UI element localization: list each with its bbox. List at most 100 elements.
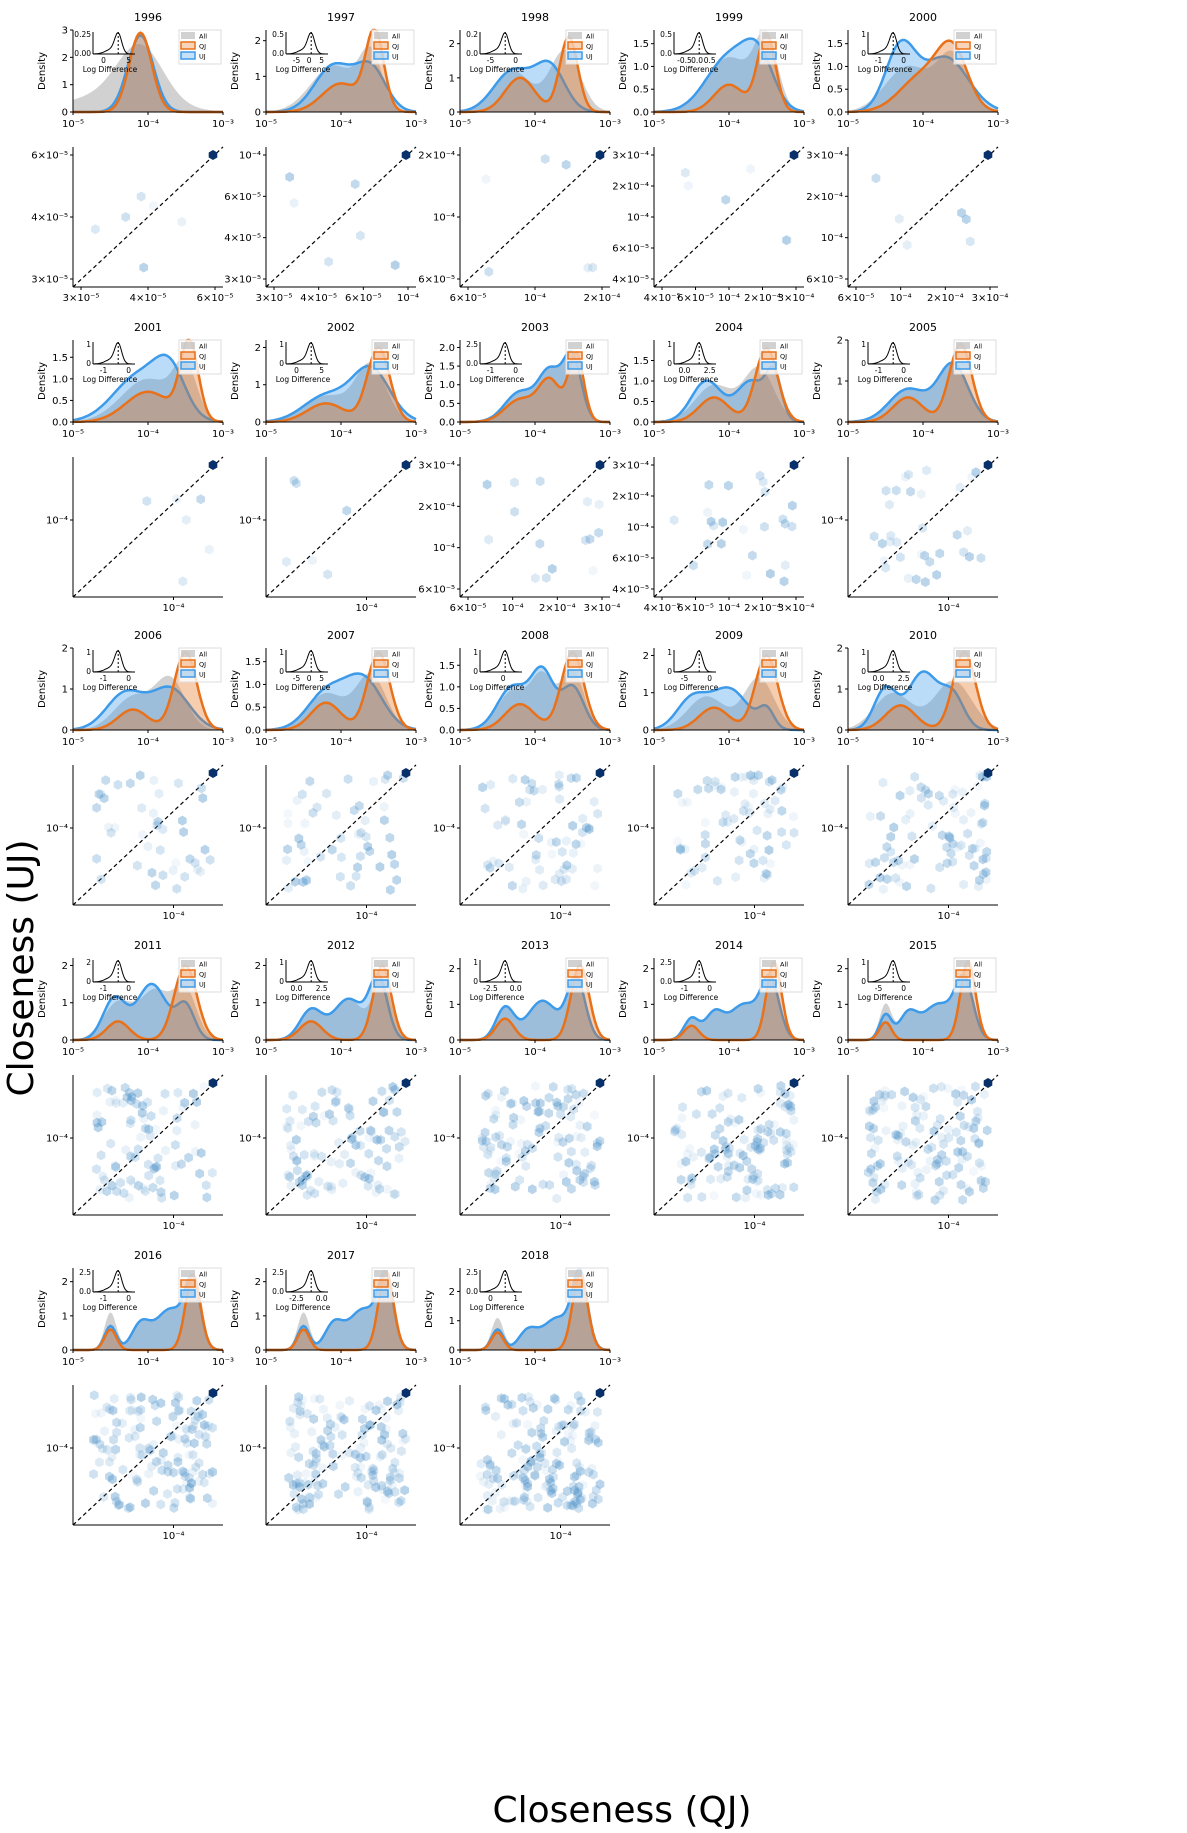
hexbin-cell: [710, 1148, 720, 1159]
hexbin-cell: [369, 776, 378, 787]
scatter-xtick-label: 10⁻⁴: [502, 603, 524, 614]
hexbin-cell: [881, 485, 891, 496]
hexbin-cell: [912, 1190, 922, 1201]
legend-swatch-uj: [567, 669, 583, 678]
hexbin-cell: [302, 1171, 312, 1182]
kde-fill-all: [73, 44, 223, 112]
scatter-xtick-label: 10⁻⁴: [355, 1221, 377, 1232]
hexbin-cell: [507, 1448, 517, 1459]
scatter-ytick-label: 10⁻⁴: [821, 233, 843, 244]
hexbin-cell: [886, 530, 896, 541]
density-xtick-label: 10⁻⁵: [449, 1047, 471, 1058]
inset-curve: [867, 341, 910, 365]
density-ytick-label: 0.0: [827, 108, 843, 119]
hexbin-cell: [292, 1155, 301, 1166]
legend-label-uj: UJ: [780, 53, 787, 61]
hexbin-cell: [916, 489, 926, 500]
hexbin-cell: [175, 1405, 184, 1416]
hexbin-cell: [282, 855, 291, 866]
hexbin-cell: [365, 1502, 374, 1513]
hexbin-cell: [760, 798, 769, 809]
legend-swatch-qj: [567, 969, 583, 978]
density-ytick-label: 2: [449, 39, 455, 50]
panel-title: 2007: [327, 629, 355, 642]
legend-swatch-uj: [955, 979, 971, 988]
hexbin-cell: [351, 871, 361, 882]
hexbin-cell: [121, 212, 130, 222]
scatter-ytick-label: 4×10⁻⁵: [612, 275, 649, 286]
hexbin-cell: [312, 1492, 321, 1503]
hexbin-cell: [977, 1161, 986, 1172]
hexbin-cell: [753, 1144, 763, 1155]
hexbin-cell: [723, 1088, 733, 1099]
hexbin-cell: [782, 1140, 791, 1151]
hexbin-cell: [184, 1152, 193, 1163]
scatter-xtick-label: 6×10⁻⁵: [450, 603, 487, 614]
hexbin-cell: [136, 1392, 146, 1403]
hexbin-cell: [360, 1423, 369, 1434]
hexbin-cell: [541, 1481, 550, 1492]
hexbin-cell: [716, 1173, 726, 1184]
inset-xtick-label: 0.0: [316, 1294, 328, 1303]
hexbin-cell-dense: [595, 1078, 605, 1088]
hexbin-cell: [381, 1424, 391, 1435]
hexbin-cell: [193, 1411, 203, 1422]
diagonal-line: [72, 146, 224, 288]
hexbin-cell: [570, 1496, 579, 1507]
hexbin-cell: [919, 1111, 928, 1121]
hexbin-cell: [706, 1174, 715, 1185]
hexbin-cell: [563, 1093, 573, 1104]
hexbin-cell: [192, 1097, 201, 1108]
hexbin-cell: [134, 1180, 143, 1191]
scatter-ytick-label: 6×10⁻⁵: [224, 192, 261, 203]
density-xtick-label: 10⁻⁴: [718, 737, 740, 748]
hexbin-cell: [286, 1140, 295, 1151]
hexbin-cell: [483, 1454, 492, 1465]
hexbin-cell: [156, 1398, 166, 1409]
hexbin-cell: [737, 1092, 747, 1103]
hexbin-cell: [781, 1135, 791, 1145]
hexbin-cell: [737, 772, 746, 783]
hexbin-cell: [144, 1468, 153, 1479]
scatter-xtick-label: 2×10⁻⁴: [584, 293, 621, 304]
hexbin-cell: [400, 1136, 410, 1147]
hexbin-cell: [752, 825, 762, 836]
hexbin-cell: [383, 1396, 392, 1407]
scatter-xtick-label: 10⁻⁴: [397, 293, 419, 304]
hexbin-cell: [949, 802, 958, 813]
hexbin-cell: [776, 1080, 786, 1091]
hexbin-cell: [778, 514, 788, 525]
hexbin-cell: [566, 1500, 576, 1511]
hexbin-cell: [584, 1467, 593, 1478]
hexbin-cell: [576, 1405, 586, 1416]
hexbin-cell: [296, 1401, 306, 1412]
hexbin-cell: [745, 848, 755, 859]
hexbin-cell: [126, 1394, 136, 1405]
hexbin-cell: [924, 788, 933, 799]
density-ytick-label: 1: [449, 1000, 455, 1011]
hexbin-cell: [101, 775, 110, 786]
hexbin-cell: [513, 1469, 523, 1479]
hexbin-cell-dense: [983, 460, 993, 470]
legend-swatch-all: [956, 960, 970, 967]
hexbin-cell: [285, 1416, 295, 1427]
hexbin-cell: [536, 1428, 546, 1439]
hexbin-cell-dense: [789, 150, 799, 160]
density-xtick-label: 10⁻³: [793, 1047, 815, 1058]
hexbin-cell: [570, 1485, 579, 1496]
hexbin-cell: [715, 1103, 725, 1113]
hexbin-cell: [557, 876, 566, 887]
hexbin-cell: [738, 1150, 748, 1161]
hexbin-cell: [918, 523, 927, 533]
hexbin-cell: [929, 1083, 938, 1094]
hexbin-cell: [92, 1117, 102, 1128]
hexbin-cell: [588, 1498, 597, 1509]
panel-title: 2002: [327, 321, 355, 334]
density-ytick-label: 0: [255, 1036, 261, 1047]
density-xtick-label: 10⁻⁵: [643, 737, 665, 748]
density-ylabel: Density: [230, 980, 241, 1018]
hexbin-cell: [508, 773, 518, 784]
